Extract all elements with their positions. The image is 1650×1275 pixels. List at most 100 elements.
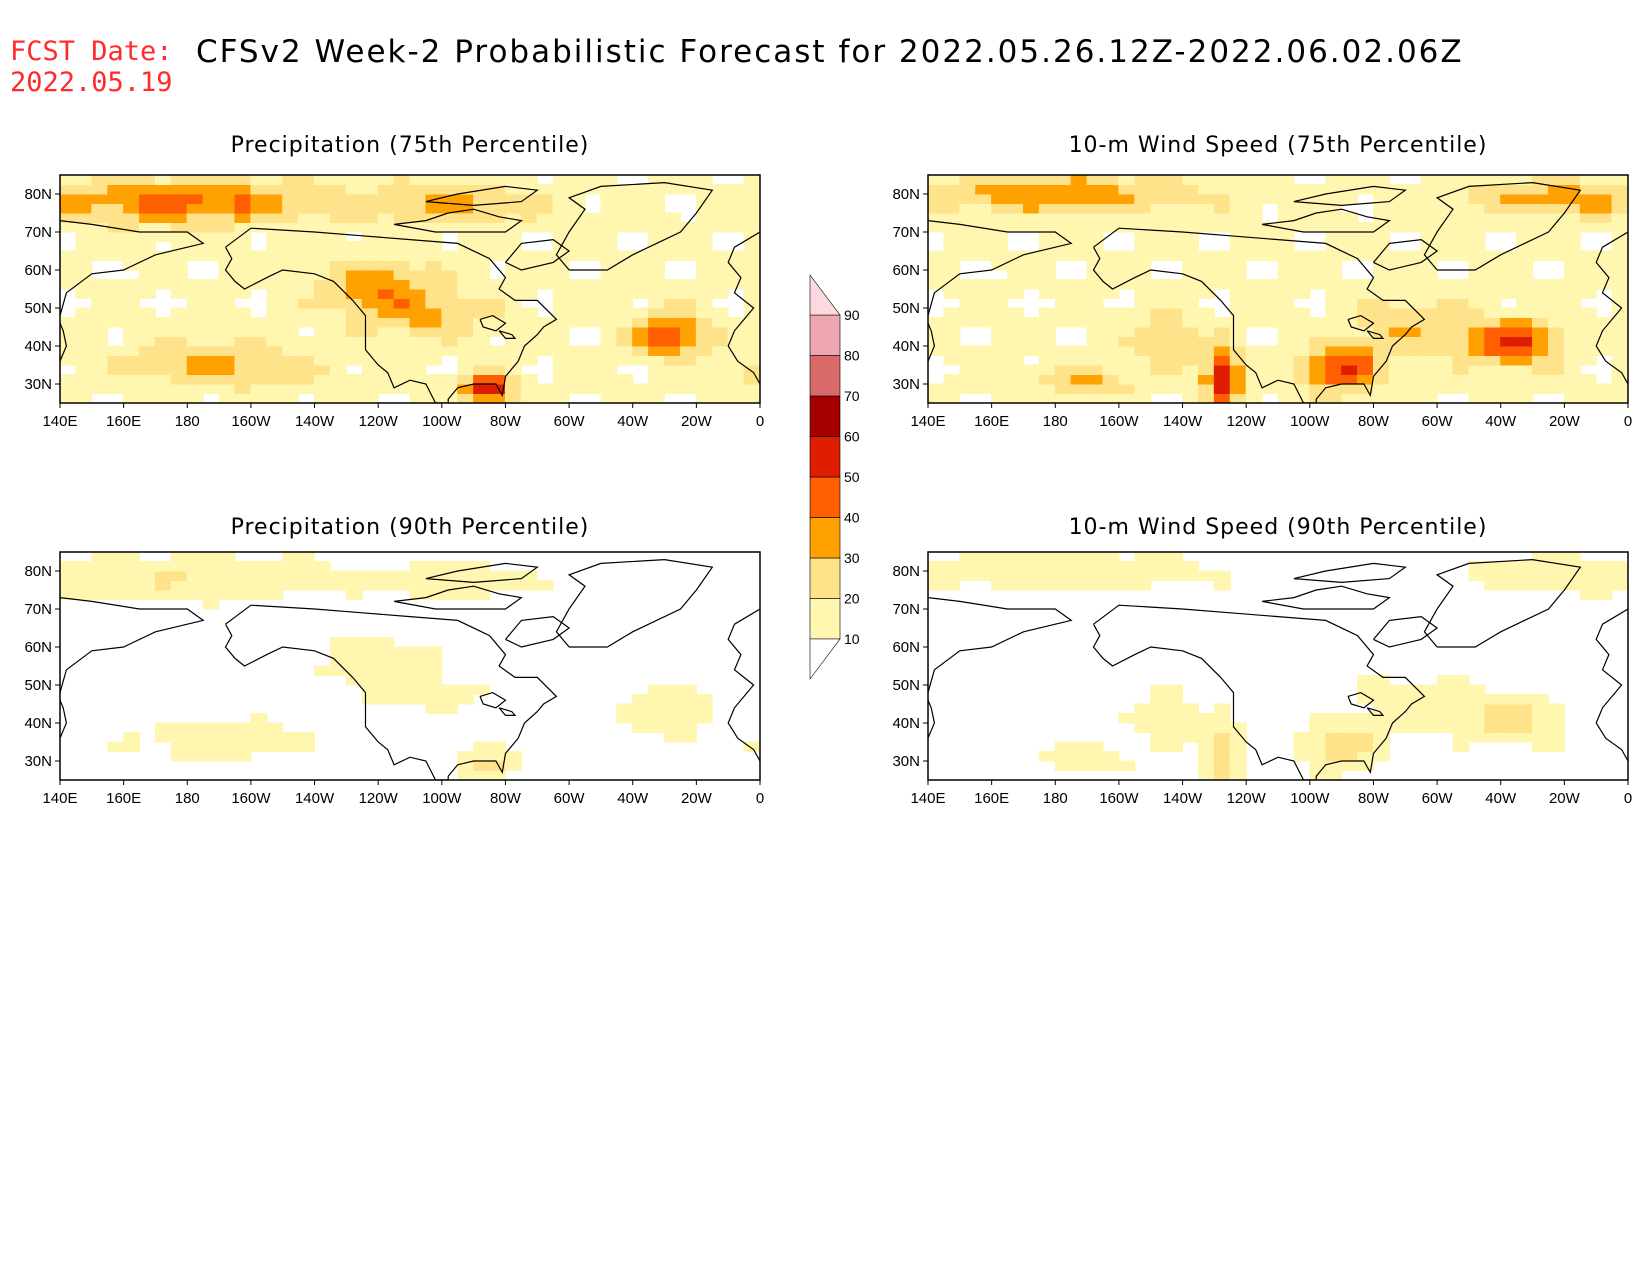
lon-tick-label: 40W <box>1485 413 1517 430</box>
lat-tick-label: 40N <box>24 338 52 355</box>
coastlines-precip90 <box>60 558 760 780</box>
lon-tick-label: 60W <box>554 790 586 807</box>
map-frame-precip90 <box>59 551 761 781</box>
colorbar-label: 50 <box>844 469 860 485</box>
lon-tick-label: 160W <box>1099 790 1139 807</box>
shaded-field-precip75 <box>60 175 760 403</box>
colorbar-segment <box>809 436 841 478</box>
lon-tick-label: 140E <box>910 413 945 430</box>
lat-tick-label: 70N <box>24 224 52 241</box>
lat-tick-label: 50N <box>24 677 52 694</box>
colorbar-segment <box>809 314 841 356</box>
lon-tick-label: 160E <box>106 413 141 430</box>
lon-tick-label: 20W <box>1549 790 1581 807</box>
lon-tick-label: 80W <box>490 413 522 430</box>
shaded-field-precip90 <box>60 552 760 780</box>
lon-tick-label: 120W <box>1227 790 1267 807</box>
lat-tick-label: 50N <box>892 300 920 317</box>
panel-title-precip75: Precipitation (75th Percentile) <box>230 133 590 158</box>
colorbar-segment <box>809 355 841 397</box>
lon-tick-label: 160W <box>231 790 271 807</box>
colorbar-label: 20 <box>844 591 860 607</box>
colorbar-segment <box>809 557 841 599</box>
lon-tick-label: 20W <box>1549 413 1581 430</box>
colorbar-label: 70 <box>844 388 860 404</box>
colorbar-segment <box>809 517 841 559</box>
colorbar-segment <box>809 598 841 640</box>
map-frame-wind90 <box>927 551 1629 781</box>
lat-tick-label: 40N <box>892 715 920 732</box>
main-title: CFSv2 Week-2 Probabilistic Forecast for … <box>196 34 1464 70</box>
lon-tick-label: 0 <box>756 413 764 430</box>
coastlines-wind90 <box>928 558 1628 780</box>
lat-tick-label: 70N <box>892 224 920 241</box>
lat-tick-label: 80N <box>892 563 920 580</box>
map-frame-precip75 <box>59 174 761 404</box>
lon-tick-label: 40W <box>617 413 649 430</box>
lon-tick-label: 160E <box>974 413 1009 430</box>
lon-tick-label: 180 <box>1043 413 1068 430</box>
lon-tick-label: 20W <box>681 790 713 807</box>
colorbar-label: 90 <box>844 307 860 323</box>
lon-tick-label: 0 <box>756 790 764 807</box>
lon-tick-label: 120W <box>359 790 399 807</box>
lon-tick-label: 120W <box>359 413 399 430</box>
lat-tick-label: 40N <box>24 715 52 732</box>
forecast-date-caption: FCST Date: <box>10 36 173 67</box>
lon-tick-label: 80W <box>1358 413 1390 430</box>
lat-tick-label: 70N <box>24 601 52 618</box>
lon-tick-label: 180 <box>1043 790 1068 807</box>
lon-tick-label: 140E <box>910 790 945 807</box>
panel-title-precip90: Precipitation (90th Percentile) <box>230 515 590 540</box>
lon-tick-label: 160W <box>1099 413 1139 430</box>
colorbar: 10 20 30 40 50 60 70 80 90 <box>809 274 860 680</box>
shaded-field-wind90 <box>928 552 1628 780</box>
lat-tick-label: 40N <box>892 338 920 355</box>
forecast-date-value: 2022.05.19 <box>10 67 173 98</box>
lon-tick-label: 140W <box>295 790 335 807</box>
map-panel-wind90: 140E 160E 180 160W 140W 120W 100W 80W 60W 40W 20W 0… <box>892 551 1632 807</box>
lat-tick-label: 60N <box>892 639 920 656</box>
lon-tick-label: 140W <box>295 413 335 430</box>
lon-tick-label: 60W <box>1422 790 1454 807</box>
lon-tick-label: 140E <box>42 413 77 430</box>
lon-tick-label: 40W <box>617 790 649 807</box>
lon-tick-label: 40W <box>1485 790 1517 807</box>
panel-title-wind90: 10-m Wind Speed (90th Percentile) <box>1068 515 1488 540</box>
lon-tick-label: 100W <box>422 790 462 807</box>
lon-tick-label: 100W <box>1290 790 1330 807</box>
map-panel-precip90: 140E 160E 180 160W 140W 120W 100W 80W 60W 40W 20W 0… <box>24 551 764 807</box>
shaded-field-wind75 <box>928 175 1628 403</box>
colorbar-segment <box>809 395 841 437</box>
lat-tick-label: 60N <box>24 262 52 279</box>
lon-tick-label: 160E <box>106 790 141 807</box>
lat-tick-label: 30N <box>24 376 52 393</box>
map-panel-precip75: 140E 160E 180 160W 140W 120W 100W 80W 60W 40W 20W 0… <box>24 174 764 430</box>
colorbar-segment <box>809 476 841 518</box>
coastlines-wind75 <box>928 181 1628 403</box>
colorbar-label: 30 <box>844 550 860 566</box>
colorbar-top-arrow <box>809 274 841 316</box>
lat-tick-label: 30N <box>892 376 920 393</box>
colorbar-bottom-arrow <box>809 638 841 680</box>
lat-tick-label: 80N <box>24 563 52 580</box>
lat-tick-label: 70N <box>892 601 920 618</box>
lon-tick-label: 100W <box>1290 413 1330 430</box>
lon-tick-label: 140W <box>1163 413 1203 430</box>
lon-tick-label: 160E <box>974 790 1009 807</box>
lat-tick-label: 80N <box>24 186 52 203</box>
lat-tick-label: 50N <box>892 677 920 694</box>
forecast-date-label: FCST Date: 2022.05.19 <box>10 36 173 98</box>
lon-tick-label: 180 <box>175 413 200 430</box>
lon-tick-label: 60W <box>1422 413 1454 430</box>
lon-tick-label: 100W <box>422 413 462 430</box>
lon-tick-label: 0 <box>1624 413 1632 430</box>
lon-tick-label: 60W <box>554 413 586 430</box>
lat-tick-label: 60N <box>24 639 52 656</box>
lon-tick-label: 180 <box>175 790 200 807</box>
colorbar-label: 10 <box>844 631 860 647</box>
lat-tick-label: 80N <box>892 186 920 203</box>
lat-tick-label: 30N <box>24 753 52 770</box>
colorbar-label: 40 <box>844 510 860 526</box>
